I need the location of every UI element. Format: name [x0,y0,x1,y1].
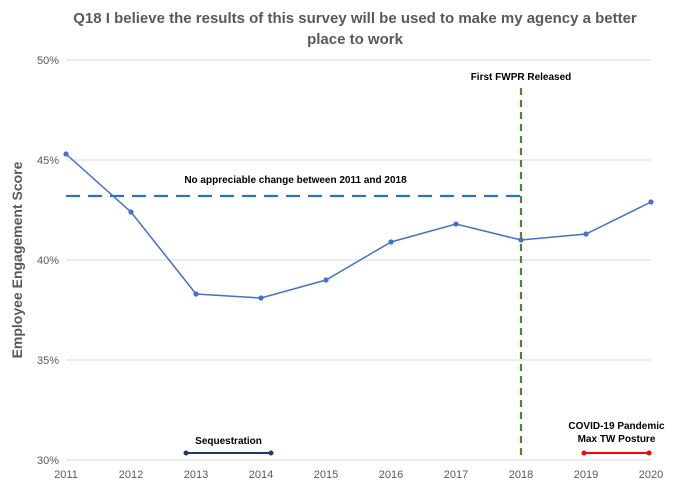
sequestration-span-end [268,450,274,456]
x-tick-label: 2016 [379,469,403,481]
sequestration-span-start [183,450,189,456]
data-point [63,151,69,157]
data-point [258,295,264,301]
reference-line-label: No appreciable change between 2011 and 2… [184,175,407,186]
x-tick-label: 2013 [184,469,208,481]
x-tick-label: 2011 [54,469,78,481]
x-tick-label: 2012 [119,469,143,481]
data-point [388,239,394,245]
y-tick-label: 45% [37,155,59,167]
annotations: No appreciable change between 2011 and 2… [66,72,665,460]
data-point [323,277,329,283]
data-point [583,231,589,237]
x-tick-label: 2017 [444,469,468,481]
data-point [518,237,524,243]
x-tick-label: 2015 [314,469,338,481]
covid-label-line-2: Max TW Posture [578,434,656,445]
chart-title: Q18 I believe the results of this survey… [73,10,637,48]
covid-span-start [581,450,587,456]
series-line [63,151,654,301]
x-tick-label: 2018 [509,469,533,481]
x-tick-label: 2020 [639,469,663,481]
data-point [128,209,134,215]
data-point [193,291,199,297]
y-tick-label: 50% [37,55,59,67]
y-tick-label: 35% [37,355,59,367]
y-tick-label: 30% [37,455,59,467]
y-axis-ticks: 30% 35% 40% 45% 50% [37,55,59,467]
x-axis-ticks: 2011 2012 2013 2014 2015 2016 2017 2018 2019 2020 [54,469,663,481]
y-axis-label: Employee Engagement Score [9,161,25,358]
series-line-path [65,153,652,299]
covid-label-line-1: COVID-19 Pandemic [568,421,665,432]
covid-span-end [646,450,652,456]
data-point [453,221,459,227]
y-tick-label: 40% [37,255,59,267]
sequestration-label: Sequestration [195,436,262,447]
x-tick-label: 2019 [574,469,598,481]
fwpr-label: First FWPR Released [471,72,572,83]
x-tick-label: 2014 [249,469,273,481]
gridlines [66,59,651,461]
data-point [648,199,654,205]
